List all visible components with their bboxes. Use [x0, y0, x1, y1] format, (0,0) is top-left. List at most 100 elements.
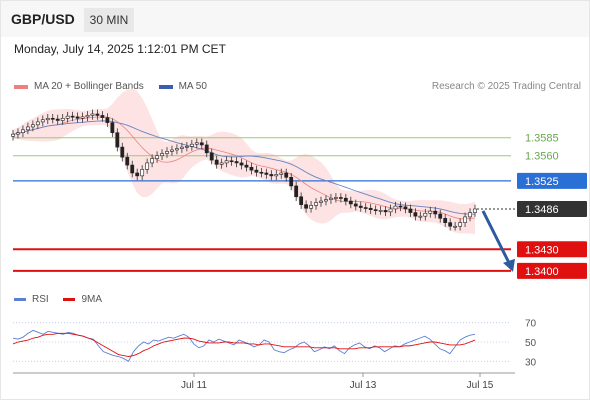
candle-body	[314, 202, 318, 206]
candle-body	[269, 174, 274, 177]
candle-body	[184, 146, 189, 148]
level-tag-2	[517, 172, 587, 189]
candle-body	[85, 115, 90, 118]
candle-body	[348, 200, 353, 205]
level-label-2: 1.3525	[525, 176, 559, 188]
candle-body	[75, 116, 80, 119]
candle-body	[130, 164, 135, 174]
candle-body	[279, 172, 284, 175]
candle-body	[448, 222, 453, 227]
candle-body	[50, 118, 55, 120]
candle-body	[304, 204, 308, 209]
candle-body	[224, 160, 229, 164]
candle-body	[100, 115, 105, 118]
candle-body	[274, 174, 279, 177]
candle-body	[155, 155, 159, 159]
candle-body	[16, 132, 20, 135]
candle-body	[140, 169, 145, 177]
candle-body	[95, 113, 100, 116]
forecast-arrow-head	[503, 258, 515, 272]
candle-body	[40, 119, 45, 123]
datetime-label: Monday, July 14, 2025 1:12:01 PM CET	[14, 42, 226, 56]
candle-body	[473, 208, 477, 213]
price-legend: MA 20 + Bollinger Bands MA 50	[14, 81, 207, 92]
level-label-3: 1.3430	[525, 244, 559, 256]
bollinger-band	[13, 88, 475, 235]
candle-body	[259, 171, 264, 174]
candle-body	[90, 113, 95, 116]
current-price-label: 1.3486	[525, 204, 559, 216]
candle-body	[125, 156, 130, 166]
candle-body	[165, 151, 169, 154]
candle-body	[21, 129, 25, 133]
candle-body	[299, 196, 304, 205]
ma20-line	[12, 116, 476, 220]
x-tick-label: Jul 11	[181, 380, 207, 391]
candle-body	[219, 162, 224, 165]
candle-body	[234, 161, 239, 164]
candle-body	[115, 132, 120, 148]
candle-body	[418, 215, 423, 218]
candle-body	[254, 169, 259, 173]
rsi-tick-label: 30	[525, 357, 537, 368]
candle-body	[358, 205, 363, 208]
candle-body	[378, 210, 383, 212]
candle-body	[463, 216, 467, 223]
candle-body	[388, 208, 393, 213]
candle-body	[368, 207, 373, 210]
candle-body	[199, 142, 204, 146]
candle-body	[35, 121, 40, 126]
candle-body	[11, 133, 15, 137]
candle-body	[438, 213, 443, 219]
ma20-legend-label: MA 20 + Bollinger Bands	[34, 81, 144, 92]
ma50-swatch	[158, 84, 173, 89]
x-tick-label: Jul 15	[467, 380, 494, 391]
candle-body	[244, 164, 249, 168]
rsi-swatch	[14, 297, 26, 301]
candle-body	[45, 118, 50, 121]
candle-body	[145, 162, 150, 170]
candle-body	[468, 212, 472, 218]
rsi-ma-swatch	[63, 297, 76, 301]
candle-body	[338, 197, 343, 199]
level-label-4: 1.3400	[525, 266, 559, 278]
candle-body	[324, 199, 328, 202]
candle-body	[170, 149, 174, 152]
timeframe-button[interactable]: 30 MIN	[84, 8, 134, 32]
candle-body	[334, 197, 338, 199]
candle-body	[264, 172, 269, 175]
symbol-label: GBP/USD	[11, 11, 75, 27]
header-bar: GBP/USD 30 MIN	[1, 1, 589, 37]
candle-body	[65, 115, 70, 119]
candle-body	[160, 153, 164, 157]
candle-body	[209, 152, 214, 161]
candle-body	[204, 144, 209, 154]
candle-body	[60, 118, 65, 121]
candle-body	[55, 118, 60, 121]
candle-body	[135, 172, 140, 177]
candle-body	[423, 212, 428, 217]
candle-body	[26, 126, 30, 131]
candle-body	[458, 222, 462, 227]
current-price-tag	[517, 200, 587, 217]
candle-body	[319, 200, 323, 203]
rsi-legend: RSI 9MA	[14, 294, 102, 305]
candle-body	[413, 212, 418, 217]
candle-body	[30, 124, 35, 128]
candle-body	[383, 210, 388, 213]
candle-body	[180, 146, 184, 149]
candle-body	[175, 148, 179, 151]
candle-body	[189, 143, 194, 147]
candle-body	[294, 185, 299, 198]
candle-body	[239, 162, 244, 166]
ma50-legend-label: MA 50	[178, 81, 207, 92]
candle-body	[453, 225, 458, 228]
candle-body	[373, 209, 378, 211]
candle-body	[194, 142, 199, 145]
candle-body	[289, 177, 294, 187]
candle-body	[150, 158, 154, 164]
candle-body	[229, 160, 234, 163]
x-tick-label: Jul 13	[350, 380, 377, 391]
copyright-label: Research © 2025 Trading Central	[431, 81, 581, 92]
